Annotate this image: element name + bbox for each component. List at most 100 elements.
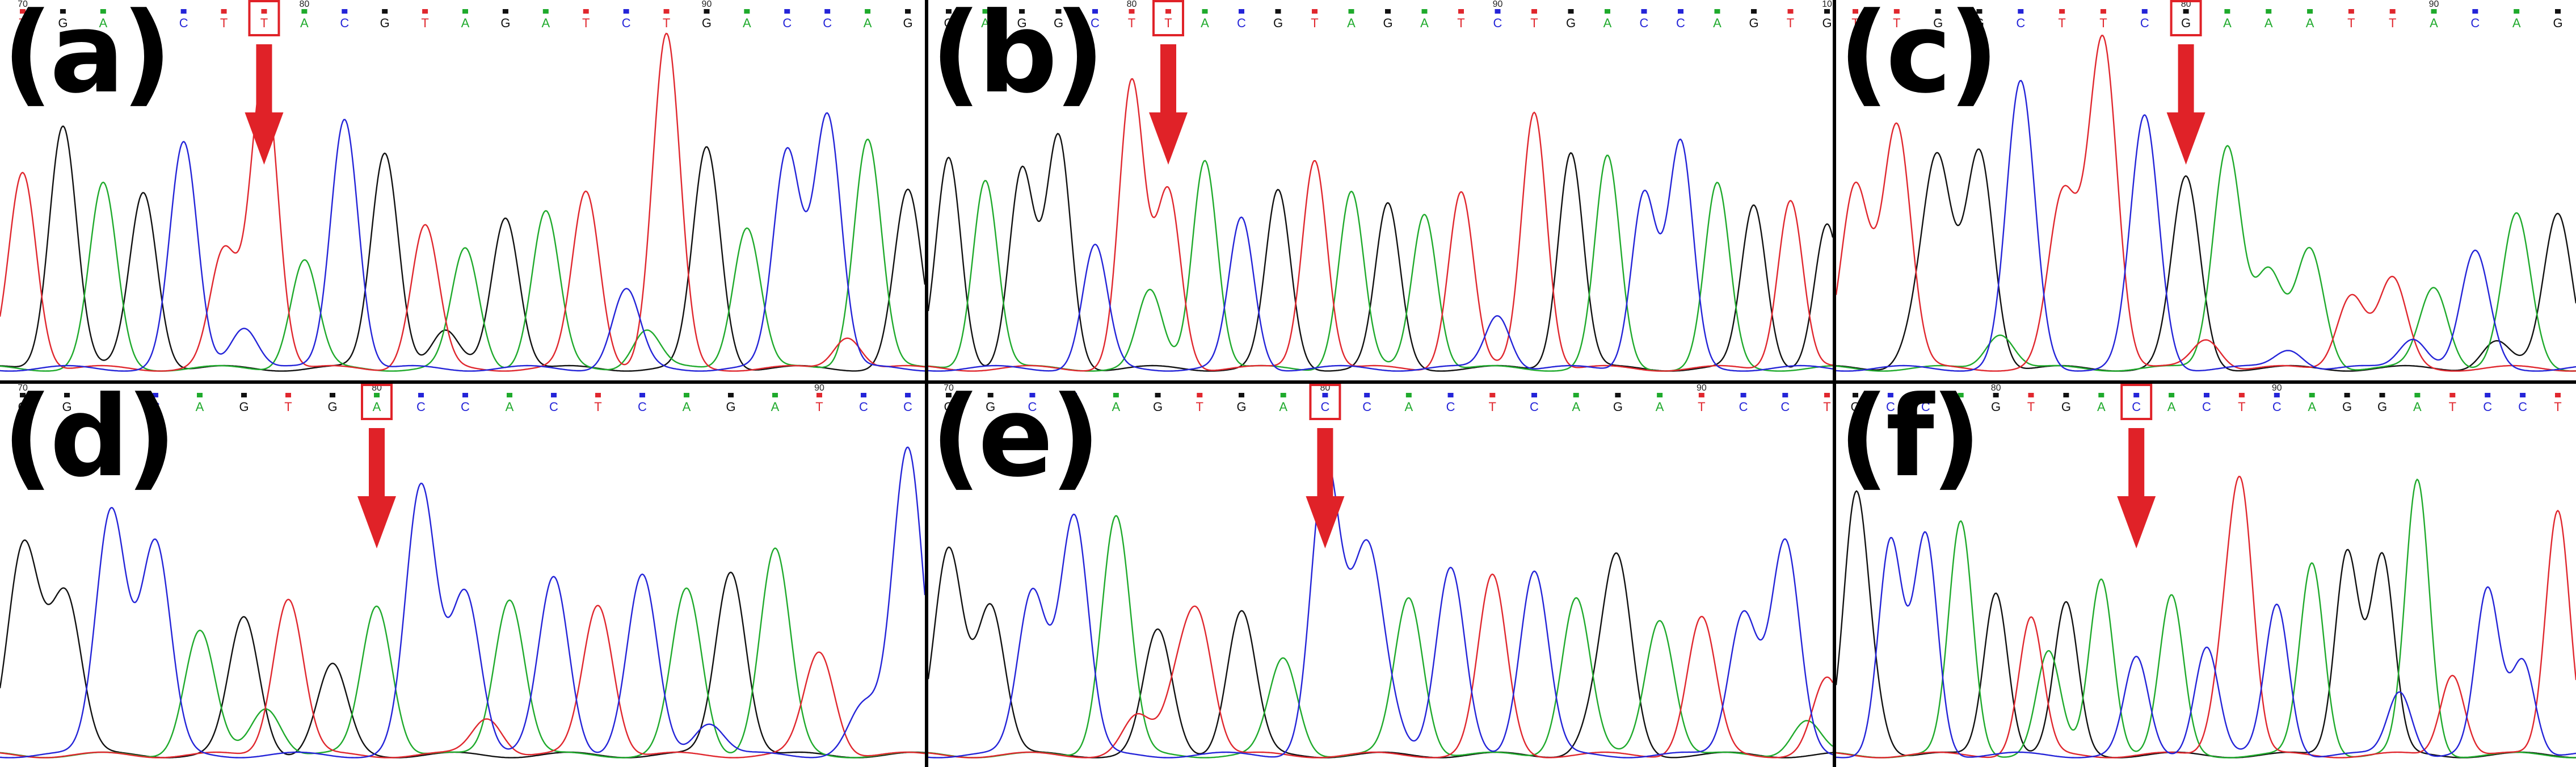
base-marker [2309, 393, 2315, 397]
base-call: A [1420, 16, 1429, 30]
base-marker [221, 9, 227, 14]
base-marker [1782, 393, 1788, 397]
vertical-divider-right [1833, 0, 1836, 767]
base-call: A [2430, 16, 2438, 30]
base-marker [2307, 9, 2313, 14]
base-marker [551, 393, 557, 397]
base-marker [60, 9, 66, 14]
trace-C [0, 446, 925, 758]
base-call: C [782, 16, 792, 30]
position-number: 90 [1697, 384, 1707, 393]
base-marker [1202, 9, 1208, 14]
trace-G [928, 546, 1833, 758]
base-call: A [2306, 16, 2314, 30]
base-call: A [1201, 16, 1209, 30]
base-marker [2238, 393, 2245, 397]
base-call: A [373, 400, 381, 414]
base-marker [824, 9, 831, 14]
base-marker [1495, 9, 1501, 14]
position-number: 80 [1991, 384, 2001, 393]
base-marker [2472, 9, 2478, 14]
base-call: G [1850, 400, 1860, 414]
base-call: A [1572, 400, 1580, 414]
base-call: T [284, 400, 292, 414]
base-call: G [1749, 16, 1758, 30]
base-marker [374, 393, 380, 397]
panel-b: G A G G C T T A C G T A G A T C T G A C C A G T G 80 90 10 (b) [928, 0, 1833, 380]
base-call: G [726, 400, 735, 414]
base-marker [861, 393, 866, 397]
base-call: G [1236, 400, 1246, 414]
highlight-box [1152, 0, 1184, 36]
base-call: G [1991, 400, 2001, 414]
base-call: A [2413, 400, 2422, 414]
base-call: T [1787, 16, 1794, 30]
base-call: G [1017, 16, 1026, 30]
trace-C [928, 139, 1833, 372]
base-call: A [506, 400, 514, 414]
base-marker [100, 9, 106, 14]
base-marker [1605, 9, 1610, 14]
base-marker [2204, 393, 2209, 397]
base-marker [1113, 393, 1119, 397]
arrow-shaft [1317, 428, 1333, 496]
base-call: A [1279, 400, 1287, 414]
base-marker [20, 9, 26, 14]
base-marker [684, 393, 689, 397]
base-call: C [622, 16, 631, 30]
base-marker [2514, 9, 2520, 14]
base-call: A [2512, 16, 2521, 30]
base-call: T [2238, 400, 2245, 414]
base-marker [1935, 9, 1941, 14]
base-marker [744, 9, 750, 14]
base-call: T [1698, 400, 1705, 414]
base-marker [1531, 9, 1537, 14]
base-call: G [2342, 400, 2352, 414]
base-marker [1887, 393, 1893, 397]
base-call: C [1028, 400, 1037, 414]
base-call: A [2223, 16, 2232, 30]
trace-C [928, 457, 1833, 758]
base-marker [197, 393, 203, 397]
base-marker [1129, 9, 1135, 14]
base-call: A [2264, 16, 2273, 30]
chromatogram-b: G A G G C T T A C G T A G A T C T G A C C A G T G 80 90 10 [928, 0, 1833, 372]
base-call: C [151, 400, 160, 414]
base-marker [1322, 393, 1328, 397]
base-marker [1893, 9, 1900, 14]
base-marker [2098, 393, 2104, 397]
base-marker [1568, 9, 1574, 14]
base-marker [1280, 393, 1286, 397]
base-call: T [1893, 16, 1900, 30]
base-marker [1615, 393, 1621, 397]
base-call: A [2167, 400, 2176, 414]
trace-T [1836, 35, 2576, 372]
base-marker [905, 9, 911, 14]
base-marker [2028, 393, 2034, 397]
base-marker [261, 9, 267, 14]
panel-label-d: (d) [2, 384, 176, 502]
base-call: C [2470, 16, 2480, 30]
base-marker [1421, 9, 1428, 14]
base-marker [2266, 9, 2272, 14]
trace-A [928, 154, 1833, 372]
base-call: C [1530, 400, 1539, 414]
base-marker [241, 393, 247, 397]
base-marker [462, 9, 468, 14]
base-marker [1853, 393, 1858, 397]
base-marker [1348, 9, 1354, 14]
base-call: A [864, 16, 872, 30]
base-call: G [1153, 400, 1163, 414]
base-marker [1714, 9, 1720, 14]
panel-a: T G A G C T T A C G T A G A T C T G A C C A G 70 80 90 (a) [0, 0, 925, 380]
base-call: T [1489, 400, 1496, 414]
base-marker [772, 393, 778, 397]
base-marker [2379, 393, 2385, 397]
panel-label-c: (c) [1838, 0, 1999, 118]
base-call: C [1781, 400, 1790, 414]
base-marker [1641, 9, 1647, 14]
base-call: C [2132, 400, 2141, 414]
base-call: C [1739, 400, 1748, 414]
chromatogram-f: G C C A G T G A C A C T C A G G A T C C T 80 90 [1836, 384, 2576, 758]
base-marker [1458, 9, 1464, 14]
